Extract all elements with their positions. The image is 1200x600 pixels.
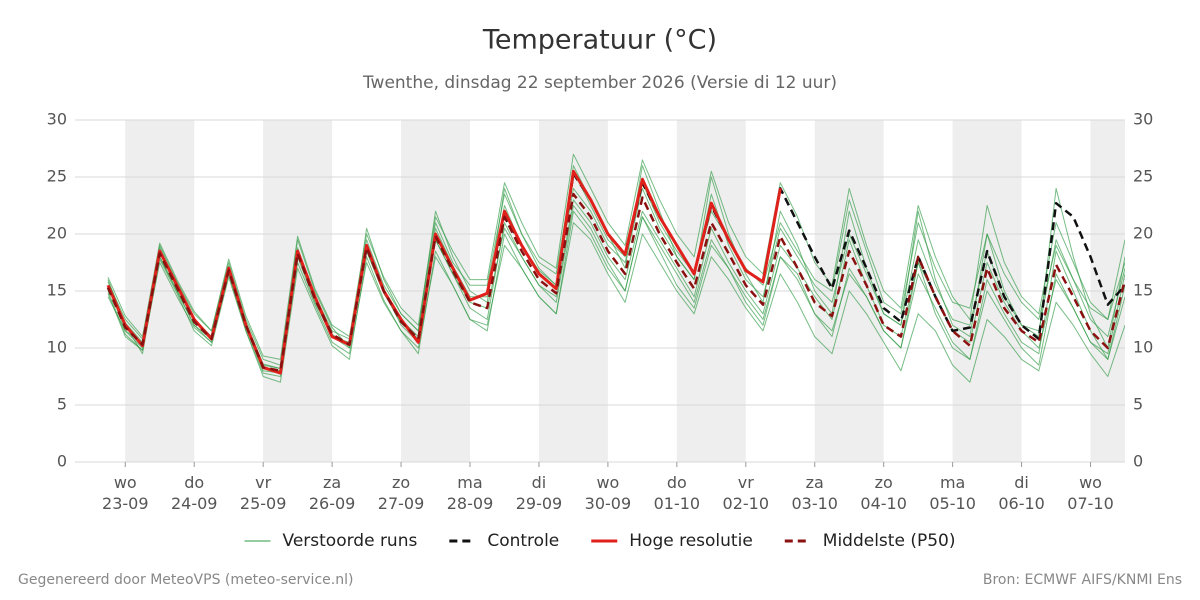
footer-left: Gegenereerd door MeteoVPS (meteo-service… xyxy=(18,572,353,588)
x-tick-label: di 06-10 xyxy=(998,473,1045,513)
legend-label: Verstoorde runs xyxy=(283,531,418,551)
x-tick-label: do 24-09 xyxy=(171,473,218,513)
footer-right: Bron: ECMWF AIFS/KNMI Ens xyxy=(983,572,1182,588)
ensemble-line xyxy=(107,222,1125,383)
background xyxy=(75,119,1125,463)
y2-tick-label: 5 xyxy=(1133,395,1143,414)
y2-tick-label: 20 xyxy=(1133,224,1153,243)
y-tick-label: 0 xyxy=(57,452,67,471)
plot xyxy=(106,153,1125,383)
chart-title: Temperatuur (°C) xyxy=(482,25,717,56)
legend: Verstoorde runs Controle Hoge resolutie Mid… xyxy=(244,531,956,551)
legend-label: Controle xyxy=(487,531,559,551)
x-tick-label: ma 28-09 xyxy=(447,473,494,513)
ensemble-line xyxy=(107,187,1125,369)
y-tick-label: 20 xyxy=(47,224,67,243)
x-tick-label: ma 05-10 xyxy=(929,473,976,513)
y2-tick-label: 15 xyxy=(1133,281,1153,300)
ensemble-line xyxy=(107,153,1125,360)
x-tick-label: za 03-10 xyxy=(791,473,838,513)
chart-subtitle: Twenthe, dinsdag 22 september 2026 (Vers… xyxy=(362,73,837,93)
x-tick-label: do 01-10 xyxy=(654,473,701,513)
y-tick-label: 10 xyxy=(47,338,67,357)
legend-label: Middelste (P50) xyxy=(823,531,956,551)
x-tick-label: wo 30-09 xyxy=(585,473,632,513)
x-tick-label: wo 07-10 xyxy=(1067,473,1114,513)
ensemble-line xyxy=(107,165,1125,366)
y-tick-label: 5 xyxy=(57,395,67,414)
x-tick-label: za 26-09 xyxy=(309,473,356,513)
x-tick-label: vr 25-09 xyxy=(240,473,287,513)
x-tick-label: vr 02-10 xyxy=(723,473,770,513)
ensemble-line xyxy=(107,210,1125,383)
y2-tick-label: 30 xyxy=(1133,110,1153,129)
y-tick-label: 15 xyxy=(47,281,67,300)
x-tick-label: zo 04-10 xyxy=(860,473,907,513)
legend-label: Hoge resolutie xyxy=(629,531,753,551)
series-line xyxy=(106,192,1125,373)
y-tick-label: 30 xyxy=(47,110,67,129)
y2-tick-label: 10 xyxy=(1133,338,1153,357)
x-tick-label: wo 23-09 xyxy=(102,473,149,513)
y2-tick-label: 25 xyxy=(1133,167,1153,186)
x-tick-label: zo 27-09 xyxy=(378,473,425,513)
y2-tick-label: 0 xyxy=(1133,452,1143,471)
y-tick-label: 25 xyxy=(47,167,67,186)
x-tick-label: di 29-09 xyxy=(516,473,563,513)
